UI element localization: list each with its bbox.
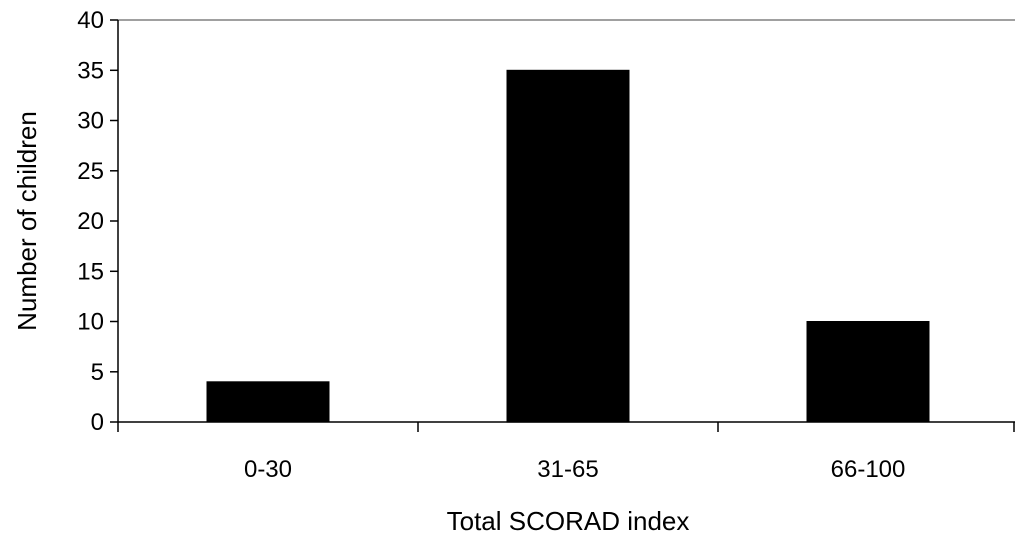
bars-group bbox=[206, 69, 930, 423]
x-tick-label: 31-65 bbox=[537, 456, 598, 483]
x-axis-title: Total SCORAD index bbox=[447, 506, 690, 536]
y-tick-label: 30 bbox=[77, 108, 104, 135]
y-tick-label: 15 bbox=[77, 258, 104, 285]
y-tick-label: 25 bbox=[77, 158, 104, 185]
y-tick-label: 10 bbox=[77, 309, 104, 336]
y-tick-label: 5 bbox=[91, 359, 104, 386]
bar-66-100 bbox=[806, 321, 930, 423]
bar-31-65 bbox=[506, 69, 630, 423]
bar-0-30 bbox=[206, 381, 330, 423]
x-tick-label: 0-30 bbox=[244, 456, 292, 483]
y-tick-label: 35 bbox=[77, 57, 104, 84]
y-tick-label: 0 bbox=[91, 409, 104, 436]
x-tick-label: 66-100 bbox=[831, 456, 906, 483]
y-tick-label: 40 bbox=[77, 7, 104, 34]
y-tick-label: 20 bbox=[77, 208, 104, 235]
y-axis-title: Number of children bbox=[12, 111, 42, 331]
y-ticks-group: 0 5 10 15 20 25 30 35 40 bbox=[77, 7, 118, 436]
x-ticks-group: 0-30 31-65 66-100 bbox=[117, 422, 1015, 483]
